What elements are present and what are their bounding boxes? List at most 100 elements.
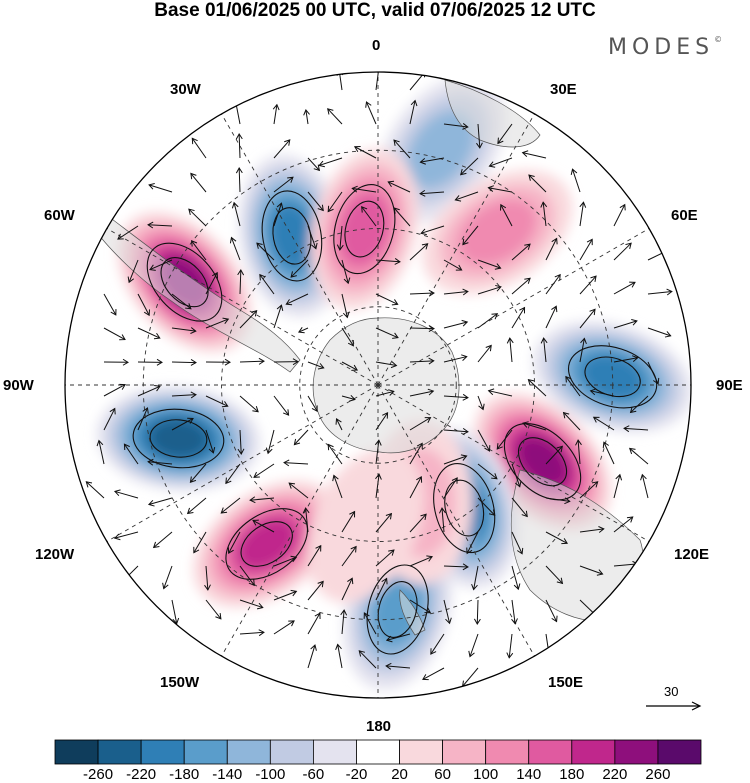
wind-arrow: [511, 463, 522, 488]
wind-arrow: [231, 201, 241, 227]
wind-arrow: [253, 463, 275, 478]
colorbar-tick-label: -220: [126, 766, 157, 783]
wind-arrow: [409, 513, 427, 533]
wind-arrow: [205, 429, 216, 454]
wind-arrow: [647, 327, 672, 338]
wind-arrow: [190, 172, 207, 193]
wind-arrow: [147, 497, 173, 507]
wind-arrow: [527, 379, 547, 397]
wind-arrow: [147, 458, 173, 466]
contour-ring: [146, 242, 223, 322]
reference-vector-arrow: [646, 701, 702, 711]
anomaly-center-9: [193, 480, 341, 608]
wind-arrow: [579, 238, 593, 261]
wind-arrow: [487, 388, 513, 397]
wind-arrow: [647, 361, 660, 385]
wind-arrow: [365, 101, 377, 125]
wind-arrow: [477, 259, 502, 270]
wind-arrow: [579, 308, 596, 329]
wind-arrow: [375, 512, 393, 533]
lon-label-120e: 120E: [674, 546, 710, 563]
wind-arrow: [575, 439, 582, 465]
wind-arrow: [307, 191, 324, 212]
wind-arrow: [628, 447, 649, 465]
wind-arrow: [443, 259, 463, 271]
wind-arrow: [171, 391, 197, 399]
wind-arrow: [375, 361, 398, 369]
wind-arrow: [419, 189, 445, 197]
wind-arrow: [239, 565, 255, 587]
wind-arrow: [409, 599, 432, 614]
wind-arrow: [327, 443, 343, 465]
wind-arrow: [340, 609, 348, 635]
wind-arrow: [409, 475, 423, 499]
wind-arrow: [171, 417, 194, 431]
contour-ring: [503, 423, 582, 501]
lon-label-150e: 150E: [548, 674, 584, 691]
wind-arrow: [259, 273, 275, 295]
wind-arrow: [193, 531, 207, 554]
colorbar-tick-label: 220: [602, 766, 628, 783]
anomaly-level: [407, 110, 475, 188]
wind-arrow: [545, 599, 558, 623]
colorbar-swatch: [269, 739, 314, 765]
wind-arrow: [430, 633, 445, 655]
south-america-land: [94, 209, 301, 373]
wind-arrow: [204, 565, 211, 591]
colorbar-tick-label: 260: [645, 766, 671, 783]
colorbar-swatch: [140, 739, 185, 765]
wind-arrow: [477, 313, 499, 329]
wind-arrow: [443, 319, 469, 329]
wind-arrow: [227, 531, 241, 554]
colorbar-tick-label: 20: [391, 766, 408, 783]
wind-arrow: [358, 650, 377, 669]
wind-arrow: [462, 225, 479, 246]
wind-arrow: [302, 507, 310, 533]
wind-arrow: [336, 225, 344, 251]
map-title: Base 01/06/2025 00 UTC, valid 07/06/2025…: [154, 0, 596, 21]
wind-arrow: [613, 281, 636, 295]
lon-label-60w: 60W: [44, 207, 75, 224]
wind-arrow: [511, 243, 531, 261]
wind-arrow: [562, 411, 581, 431]
wind-arrow: [237, 429, 245, 455]
wind-arrow: [393, 207, 411, 227]
wind-arrow: [103, 358, 129, 366]
wind-arrow: [361, 205, 377, 227]
wind-arrow: [387, 180, 411, 193]
wind-arrow: [188, 208, 207, 227]
wind-arrow: [565, 375, 581, 397]
wind-arrow: [191, 137, 207, 159]
wind-arrow: [522, 421, 547, 431]
wind-arrow: [613, 203, 626, 227]
colorbar-tick-label: -260: [83, 766, 114, 783]
wind-arrow: [148, 183, 173, 193]
wind-arrow: [640, 473, 649, 499]
colorbar-tick-label: 180: [559, 766, 585, 783]
wind-arrow: [409, 289, 435, 297]
wind-arrow: [273, 620, 295, 635]
wind-arrow: [409, 417, 432, 431]
colorbar-swatch: [97, 739, 142, 765]
wind-arrow: [438, 507, 446, 533]
wind-arrow: [375, 577, 388, 601]
wind-arrow: [225, 463, 241, 485]
wind-arrow: [351, 185, 377, 193]
wind-arrow: [335, 418, 343, 431]
colorbar: [54, 739, 702, 765]
wind-arrow: [229, 236, 241, 261]
wind-arrow: [235, 133, 243, 159]
wind-arrow: [307, 157, 321, 172]
lon-label-90e: 90E: [716, 377, 743, 394]
colorbar-swatch: [485, 739, 530, 765]
wind-arrow: [341, 293, 350, 319]
wind-arrow: [476, 123, 483, 149]
wind-arrow: [409, 442, 423, 465]
wind-arrow: [545, 237, 558, 261]
wind-arrow: [511, 565, 521, 591]
wind-arrow: [273, 358, 299, 366]
wind-arrow: [171, 327, 197, 334]
wind-arrow: [307, 544, 322, 567]
lon-label-90w: 90W: [3, 377, 34, 394]
latitude-circle: [299, 306, 457, 464]
